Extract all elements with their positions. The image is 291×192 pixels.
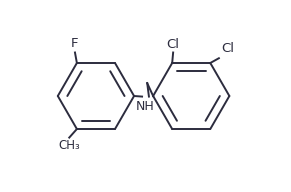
Text: F: F [71, 37, 79, 50]
Text: Cl: Cl [167, 38, 180, 51]
Text: CH₃: CH₃ [58, 140, 80, 152]
Text: NH: NH [136, 100, 155, 113]
Text: Cl: Cl [222, 42, 235, 55]
